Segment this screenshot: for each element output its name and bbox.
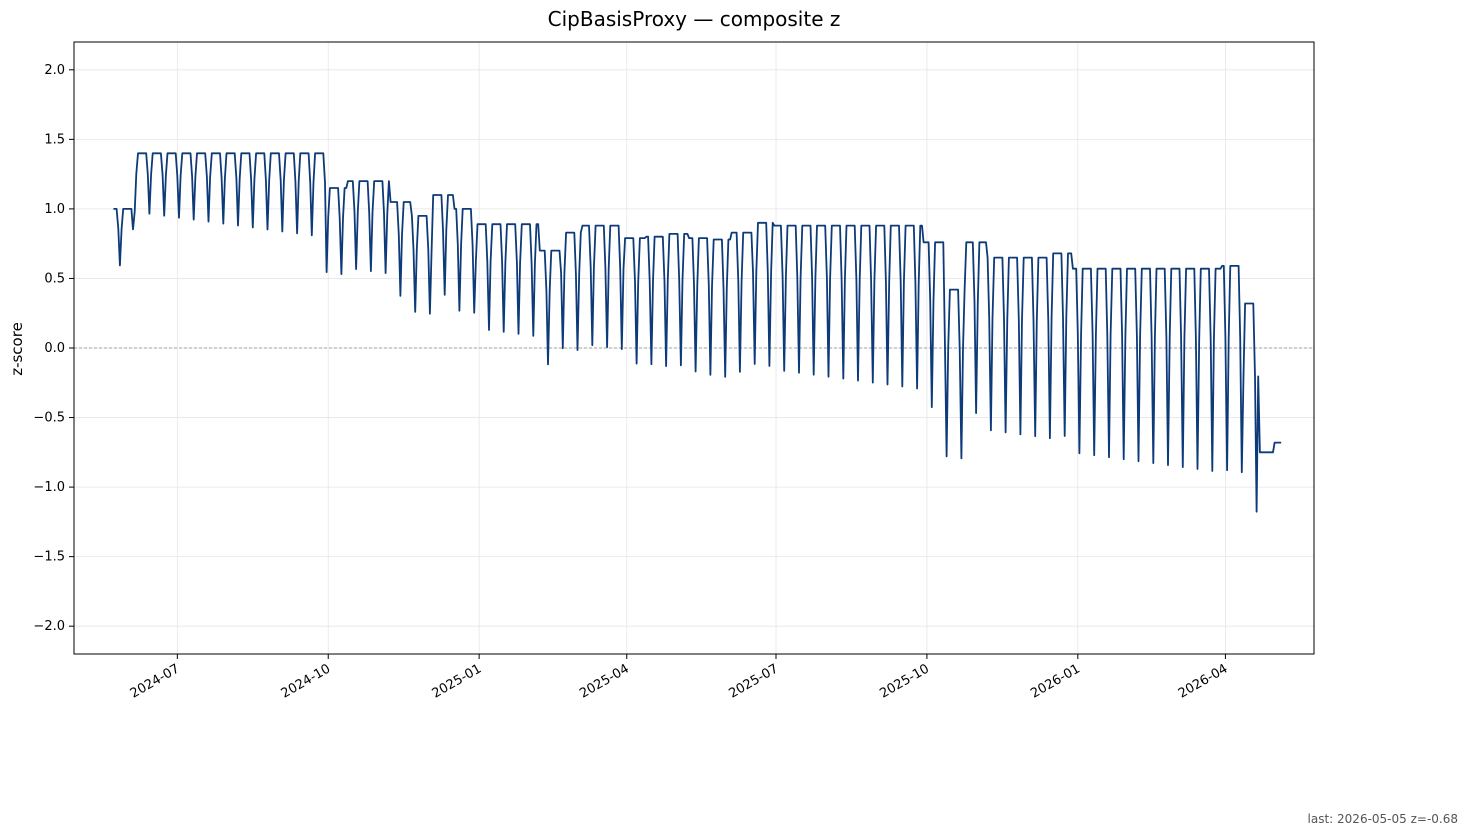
last-value-footer: last: 2026-05-05 z=-0.68 bbox=[1307, 812, 1458, 826]
x-tick-label: 2025-10 bbox=[877, 661, 932, 701]
y-tick-label: 1.5 bbox=[44, 132, 65, 147]
x-tick-label: 2025-01 bbox=[430, 661, 485, 701]
y-tick-label: 0.5 bbox=[44, 271, 65, 286]
x-tick-label: 2026-04 bbox=[1176, 661, 1231, 701]
y-tick-label: 0.0 bbox=[44, 341, 65, 356]
x-axis-ticks: 2024-07 2024-10 2025-01 2025-04 2025-07 2025-… bbox=[128, 654, 1231, 702]
x-tick-label: 2025-04 bbox=[577, 661, 632, 701]
x-tick-label: 2025-07 bbox=[726, 661, 781, 701]
y-axis-label: z-score bbox=[8, 322, 26, 376]
composite-z-series-line bbox=[113, 152, 1282, 513]
x-tick-label: 2026-01 bbox=[1028, 661, 1083, 701]
y-tick-label: −0.5 bbox=[33, 411, 65, 426]
y-tick-label: −2.0 bbox=[33, 619, 65, 634]
y-tick-label: 1.0 bbox=[44, 202, 65, 217]
y-tick-label: 2.0 bbox=[44, 63, 65, 78]
chart-title: CipBasisProxy — composite z bbox=[548, 7, 841, 31]
y-tick-label: −1.5 bbox=[33, 550, 65, 565]
x-tick-label: 2024-10 bbox=[279, 661, 334, 701]
x-tick-label: 2024-07 bbox=[128, 661, 183, 701]
y-axis-ticks: 2.0 1.5 1.0 0.5 0.0 −0.5 −1.0 −1.5 −2.0 bbox=[33, 63, 74, 634]
y-tick-label: −1.0 bbox=[33, 480, 65, 495]
